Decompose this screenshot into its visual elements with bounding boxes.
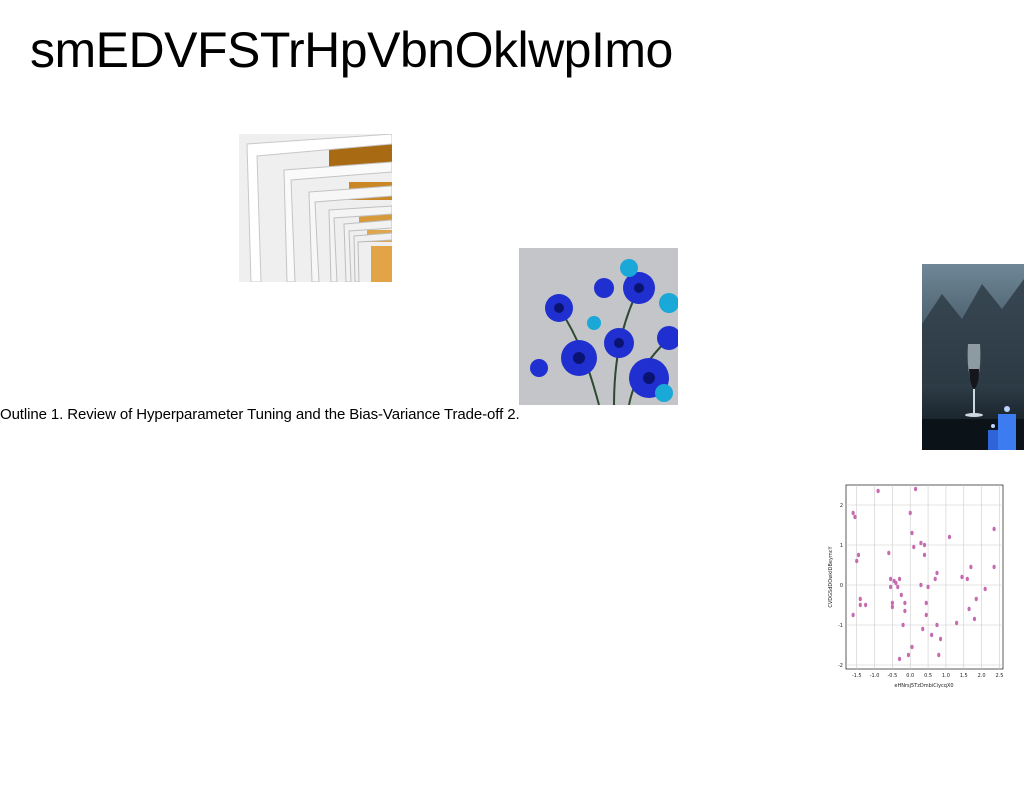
scatter-point bbox=[924, 612, 928, 618]
scatter-point bbox=[887, 550, 891, 556]
scatter-point bbox=[910, 530, 914, 536]
architecture-arches-photo bbox=[239, 134, 392, 282]
scatter-point bbox=[851, 612, 855, 618]
data-points bbox=[851, 486, 996, 662]
y-tick-label: 2 bbox=[840, 503, 843, 509]
scatter-point bbox=[896, 584, 900, 590]
scatter-point bbox=[947, 534, 952, 540]
scatter-point bbox=[930, 632, 934, 638]
scatter-point bbox=[858, 602, 862, 608]
x-tick-label: 2.5 bbox=[995, 673, 1003, 679]
scatter-point bbox=[853, 514, 857, 520]
scatter-point bbox=[992, 564, 996, 570]
x-tick-label: -1.5 bbox=[852, 673, 862, 679]
scatter-point bbox=[969, 564, 973, 570]
slide-title: smEDVFSTrHpVbnOklwpImo bbox=[30, 22, 673, 78]
scatter-point bbox=[922, 542, 927, 548]
scatter-point bbox=[903, 608, 907, 614]
scatter-point bbox=[858, 596, 862, 602]
scatter-point bbox=[924, 600, 928, 606]
outline-text: Outline 1. Review of Hyperparameter Tuni… bbox=[0, 406, 520, 423]
scatter-point bbox=[933, 576, 937, 582]
x-tick-label: -1.0 bbox=[870, 673, 880, 679]
scatter-point bbox=[876, 488, 880, 494]
wine-glass-candles-photo bbox=[922, 264, 1024, 450]
x-tick-label: 1.0 bbox=[942, 673, 950, 679]
scatter-point bbox=[890, 600, 894, 606]
x-tick-label: -0.5 bbox=[888, 673, 898, 679]
x-tick-label: 0.0 bbox=[906, 673, 914, 679]
scatter-point bbox=[938, 636, 943, 642]
y-tick-label: -1 bbox=[838, 623, 843, 629]
scatter-point bbox=[919, 582, 923, 588]
scatter-point bbox=[903, 600, 907, 606]
blue-flowers-photo bbox=[519, 248, 678, 405]
scatter-point bbox=[910, 644, 914, 650]
grid bbox=[846, 485, 1003, 669]
scatter-point bbox=[906, 652, 911, 658]
axis-ticks: -1.5 -1.0 -0.5 0.0 0.5 1.0 1.5 2.0 2.5 -2 -1 0 1 2 bbox=[838, 503, 1003, 679]
y-tick-label: 0 bbox=[840, 583, 843, 589]
scatter-point bbox=[899, 592, 903, 598]
scatter-point bbox=[967, 606, 971, 612]
scatter-point bbox=[972, 616, 977, 622]
scatter-point bbox=[864, 602, 868, 608]
scatter-point bbox=[856, 552, 861, 558]
scatter-point bbox=[921, 626, 925, 632]
scatter-point bbox=[908, 510, 912, 516]
scatter-point bbox=[894, 580, 898, 586]
scatter-point bbox=[965, 576, 969, 582]
plot-area bbox=[845, 484, 1004, 670]
scatter-point bbox=[955, 620, 959, 626]
scatter-point bbox=[901, 622, 905, 628]
scatter-point bbox=[960, 574, 964, 580]
x-tick-label: 1.5 bbox=[960, 673, 968, 679]
scatter-point bbox=[983, 586, 987, 592]
y-tick-label: 1 bbox=[840, 543, 843, 549]
y-axis-label: CVDGSdDOwkIDBeymcY bbox=[828, 545, 834, 607]
scatter-point bbox=[889, 584, 893, 590]
scatter-point bbox=[919, 540, 923, 546]
x-axis-label: eHNrsj5TzDmbiCiycqX0 bbox=[894, 683, 953, 689]
scatter-point bbox=[889, 576, 893, 582]
scatter-point bbox=[935, 570, 939, 576]
y-tick-label: -2 bbox=[838, 663, 843, 669]
scatter-chart: -1.5 -1.0 -0.5 0.0 0.5 1.0 1.5 2.0 2.5 -2 -1 0 1 2 eH… bbox=[828, 484, 1004, 689]
scatter-point bbox=[926, 584, 930, 590]
scatter-point bbox=[897, 656, 902, 662]
scatter-point bbox=[922, 552, 927, 558]
x-tick-label: 2.0 bbox=[978, 673, 986, 679]
scatter-point bbox=[855, 558, 859, 564]
scatter-point bbox=[974, 596, 978, 602]
scatter-point bbox=[912, 544, 916, 550]
scatter-point bbox=[897, 576, 902, 582]
scatter-point bbox=[992, 526, 996, 532]
scatter-point bbox=[937, 652, 941, 658]
scatter-point bbox=[851, 510, 855, 516]
x-tick-label: 0.5 bbox=[924, 673, 932, 679]
scatter-point bbox=[890, 604, 894, 610]
scatter-point bbox=[935, 622, 939, 628]
scatter-point bbox=[913, 486, 918, 492]
